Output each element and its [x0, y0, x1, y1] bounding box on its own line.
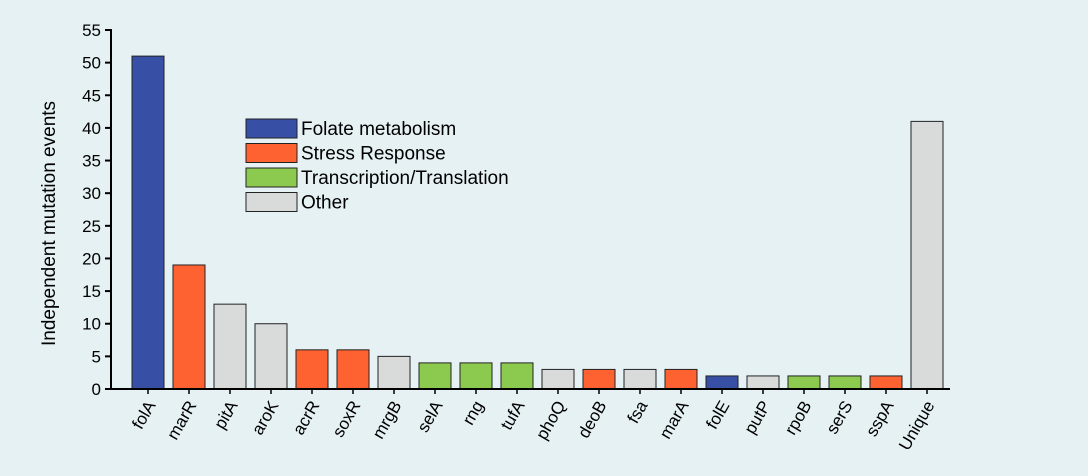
x-tick-label: rpoB: [781, 398, 815, 439]
bar-rpob: [787, 375, 821, 390]
y-tick-label: 45: [82, 86, 101, 105]
x-tick-label: phoQ: [532, 398, 569, 444]
x-tick-label: selA: [413, 397, 446, 436]
x-tick-label: fsa: [624, 397, 652, 427]
x-tick-label: soxR: [329, 398, 365, 441]
bar-deob: [582, 368, 616, 390]
legend-label: Other: [301, 193, 349, 214]
legend-swatch: [245, 118, 298, 139]
bar-fole: [705, 375, 739, 390]
bar-putp: [746, 375, 780, 390]
bar-sers: [828, 375, 862, 390]
legend-label: Stress Response: [301, 144, 446, 165]
y-tick-label: 5: [92, 347, 101, 366]
y-axis-title: Independent mutation events: [39, 101, 60, 346]
bars-group: [131, 55, 944, 390]
x-tick-label: putP: [741, 398, 775, 438]
legend-swatch: [245, 143, 298, 163]
legend-label: Folate metabolism: [301, 119, 456, 140]
x-tick-label: folE: [702, 398, 733, 433]
bar-pita: [213, 303, 247, 390]
legend-swatch: [245, 167, 298, 188]
legend-label: Transcription/Translation: [301, 168, 509, 189]
y-tick-label: 50: [82, 54, 101, 73]
y-tick-label: 35: [82, 152, 101, 171]
y-tick-label: 30: [82, 184, 101, 203]
x-tick-label: sspA: [862, 397, 898, 440]
bar-fola: [131, 55, 165, 390]
bar-soxr: [336, 349, 370, 390]
y-tick-label: 25: [82, 217, 101, 236]
x-tick-label: marA: [656, 397, 693, 442]
bar-sela: [418, 362, 452, 390]
bar-arok: [254, 323, 288, 390]
x-tick-label: serS: [823, 398, 857, 438]
y-tick-label: 0: [92, 380, 101, 399]
y-tick-label: 20: [82, 249, 101, 268]
bar-unique: [910, 120, 944, 390]
bar-phoq: [541, 368, 575, 390]
bar-mara: [664, 368, 698, 390]
x-tick-label: rng: [459, 398, 488, 429]
x-tick-label: Unique: [895, 398, 938, 454]
x-tick-label: pitA: [210, 397, 241, 432]
bar-mrgb: [377, 355, 411, 390]
x-tick-label: mrgB: [369, 398, 406, 443]
bar-fsa: [623, 368, 657, 390]
bar-sspa: [869, 375, 903, 390]
bar-tufa: [500, 362, 534, 390]
y-tick-label: 40: [82, 119, 101, 138]
x-tick-label: aroK: [248, 397, 283, 438]
x-tick-label: tufA: [497, 397, 529, 433]
bar-rng: [459, 362, 493, 390]
bar-acrr: [295, 349, 329, 390]
y-tick-label: 15: [82, 282, 101, 301]
x-tick-label: acrR: [289, 398, 323, 439]
x-tick-label: folA: [128, 397, 159, 432]
y-tick-label: 55: [82, 21, 101, 40]
y-tick-label: 10: [82, 315, 101, 334]
x-tick-label: deoB: [574, 398, 610, 442]
x-tick-label: marR: [163, 398, 200, 443]
legend-swatch: [245, 192, 298, 212]
legend: Folate metabolism Stress Response Transcri…: [245, 118, 509, 214]
y-axis-ticks: 0 5 10 15 20 25 30 35 40 45 50 55: [82, 21, 111, 399]
x-axis-ticks: folA marR pitA aroK acrR soxR mrgB selA rng tufA p…: [128, 389, 938, 454]
bar-marr: [172, 264, 206, 390]
